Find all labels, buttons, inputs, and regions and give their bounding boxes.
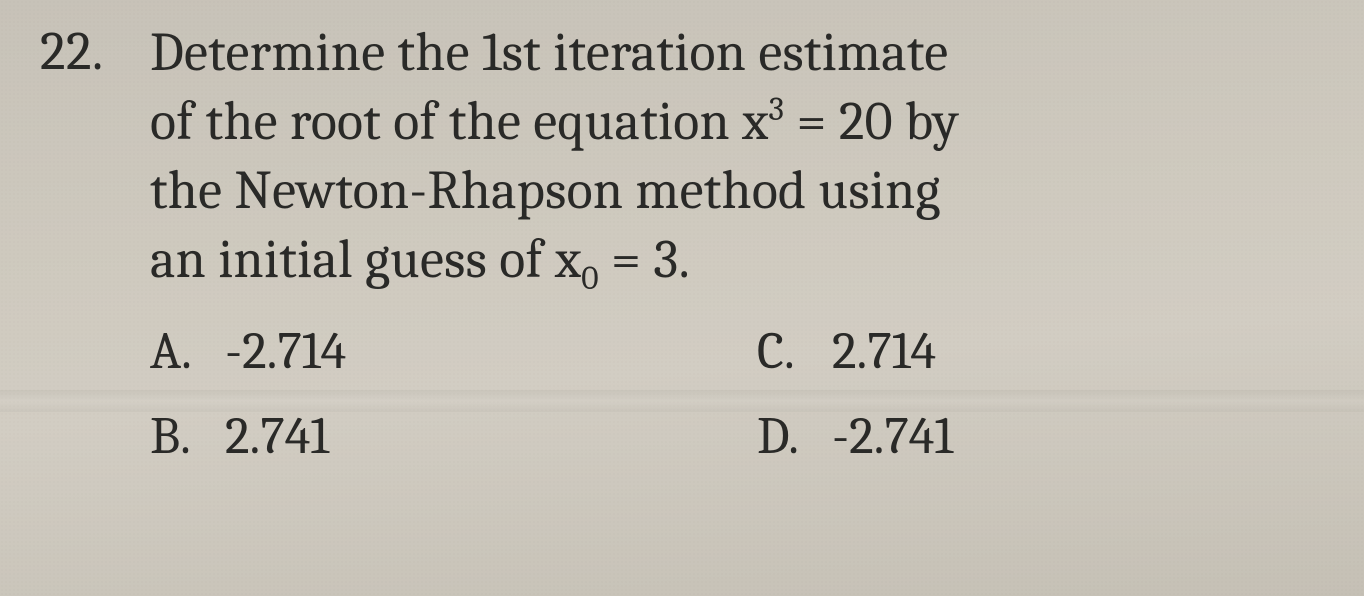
question-line-3: the Newton-Rhapson method using [150, 156, 1324, 225]
question-line-4-post: = 3. [599, 228, 690, 291]
superscript-3: 3 [769, 91, 785, 129]
option-b[interactable]: B. 2.741 [150, 403, 717, 470]
question-row: 22. Determine the 1st iteration estimate… [40, 18, 1324, 470]
question-line-1: Determine the 1st iteration estimate [150, 18, 1324, 87]
question-line-2-pre: of the root of the equation x [150, 90, 769, 153]
option-c-label: C. [757, 318, 832, 385]
option-c[interactable]: C. 2.714 [757, 318, 1324, 385]
option-b-label: B. [150, 403, 225, 470]
option-b-value: 2.741 [225, 403, 329, 470]
option-a-label: A. [150, 318, 225, 385]
question-line-4: an initial guess of x0 = 3. [150, 225, 1324, 294]
option-c-value: 2.714 [832, 318, 936, 385]
option-a-value: -2.714 [225, 318, 346, 385]
page: 22. Determine the 1st iteration estimate… [0, 0, 1364, 470]
subscript-0: 0 [581, 260, 599, 298]
question-line-2: of the root of the equation x3 = 20 by [150, 87, 1324, 156]
question-body: Determine the 1st iteration estimate of … [150, 18, 1324, 470]
option-a[interactable]: A. -2.714 [150, 318, 717, 385]
option-d-label: D. [757, 403, 832, 470]
options-grid: A. -2.714 C. 2.714 B. 2.741 D. -2.741 [150, 318, 1324, 469]
question-line-2-post: = 20 by [784, 90, 959, 153]
question-line-4-pre: an initial guess of x [150, 228, 581, 291]
question-number: 22. [40, 18, 150, 86]
option-d-value: -2.741 [832, 403, 953, 470]
option-d[interactable]: D. -2.741 [757, 403, 1324, 470]
